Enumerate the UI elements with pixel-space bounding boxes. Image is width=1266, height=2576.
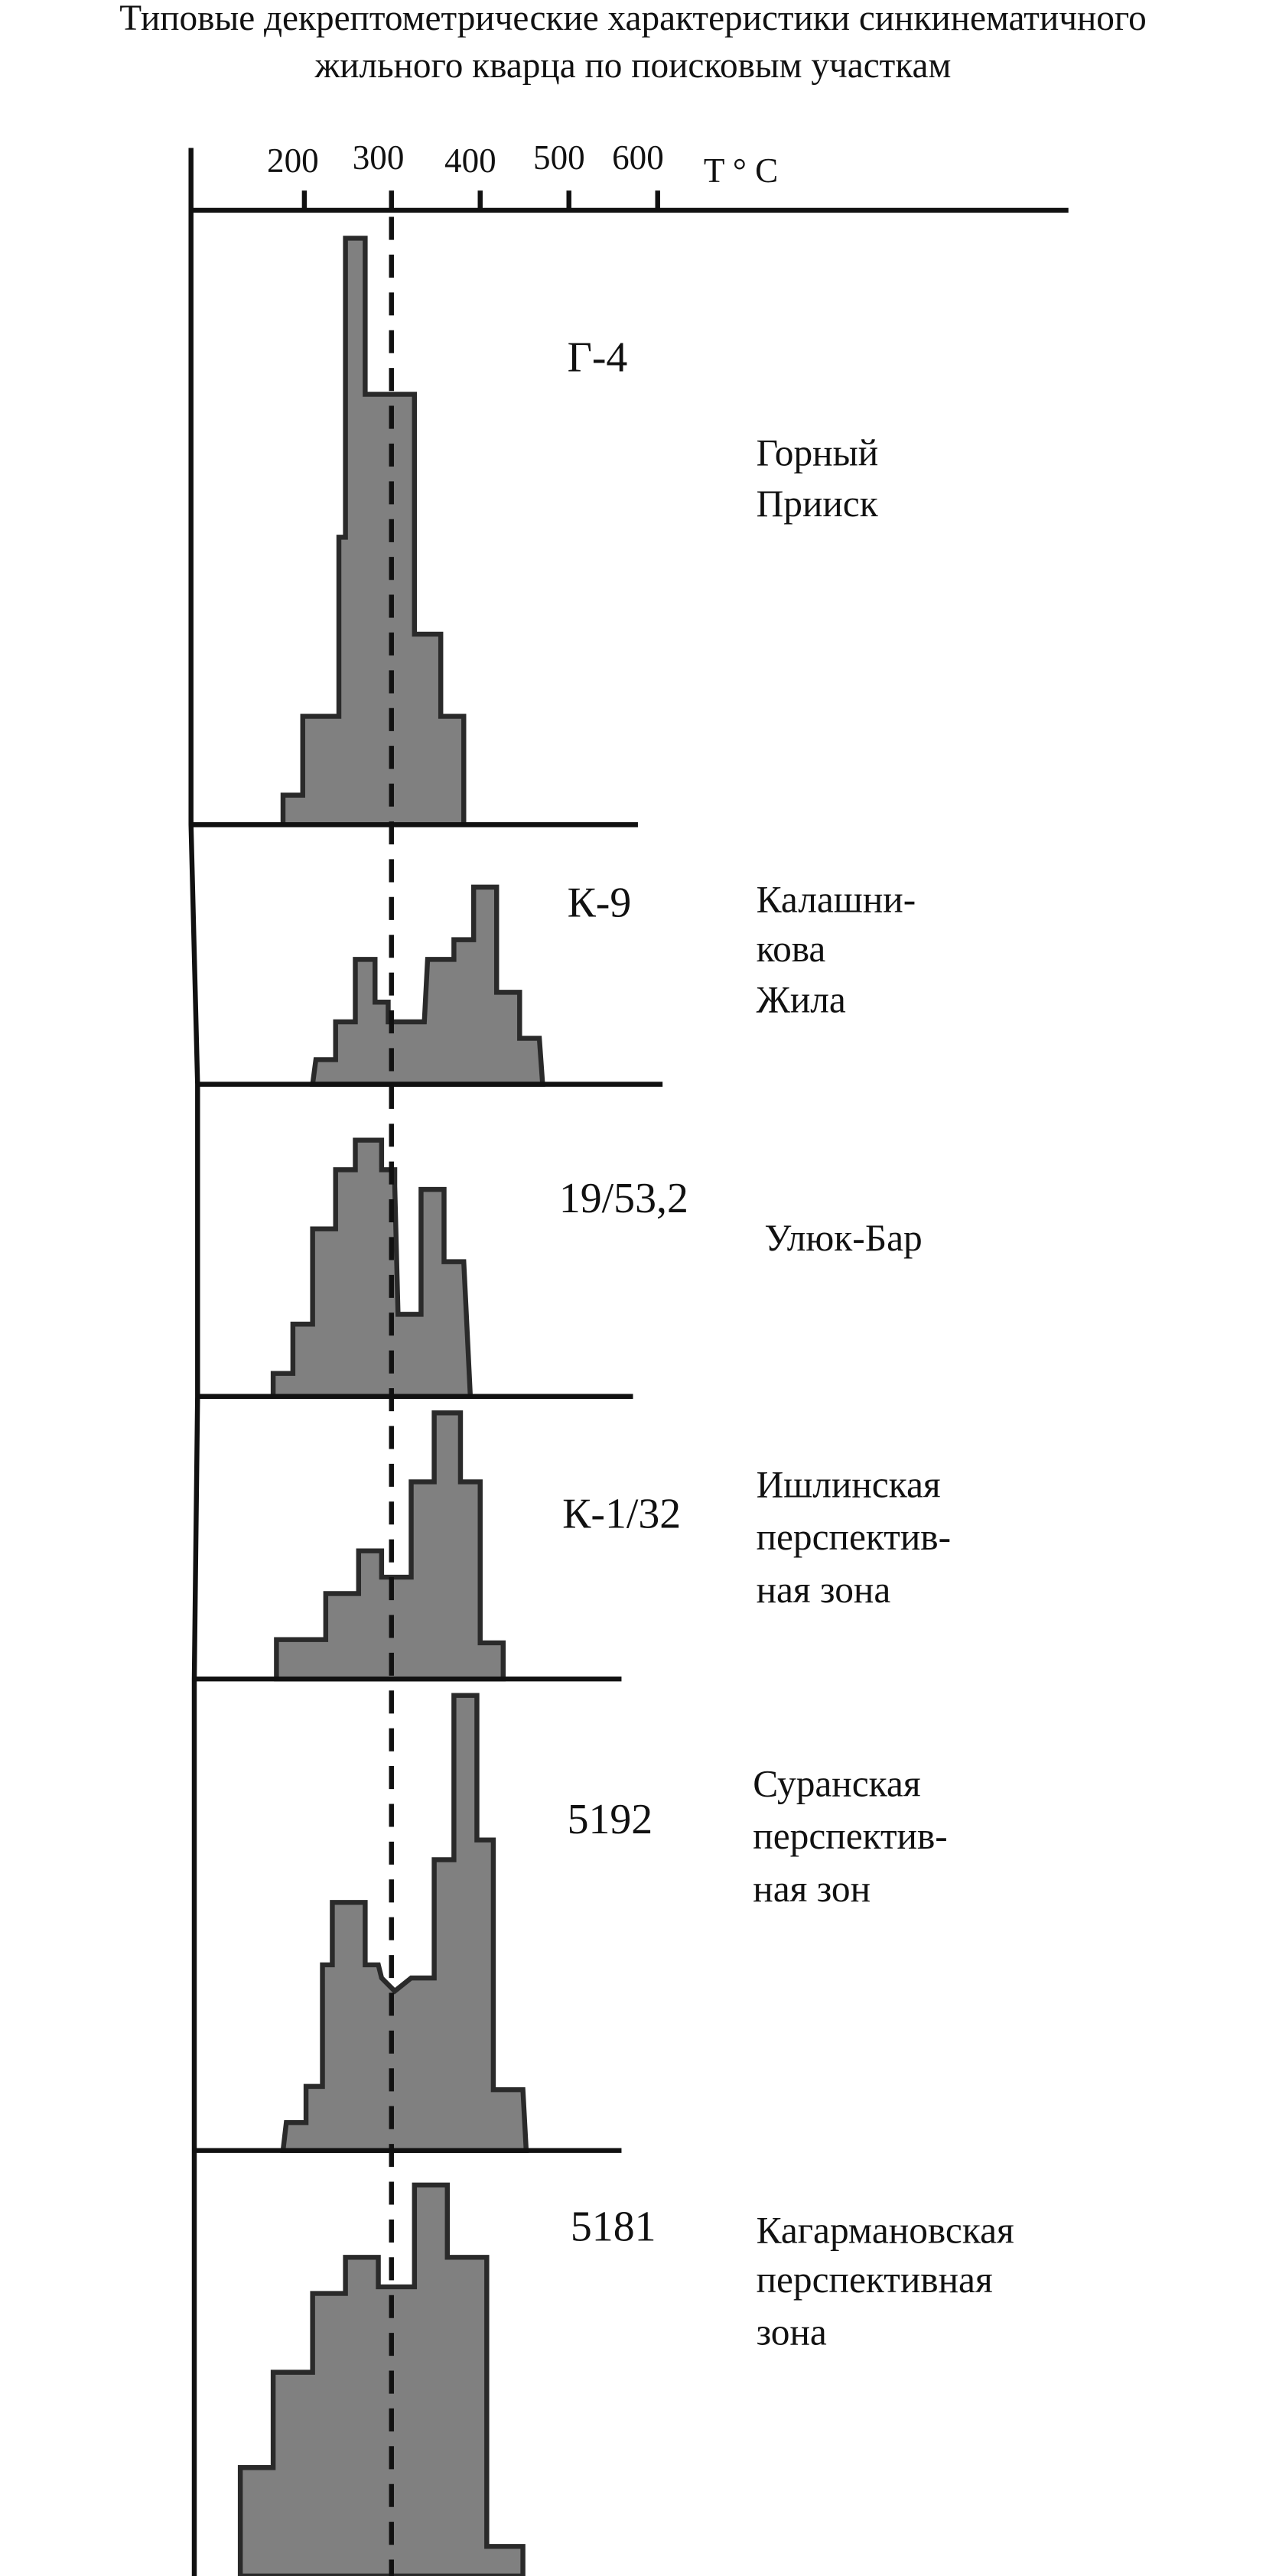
- tick-label: 600: [612, 138, 664, 177]
- place-label: перспектив-: [757, 1516, 951, 1558]
- place-label: перспектив-: [753, 1815, 947, 1857]
- place-label: зона: [757, 2311, 827, 2353]
- place-label: Жила: [757, 979, 846, 1021]
- place-label: ная зон: [753, 1868, 871, 1910]
- place-label: перспективная: [757, 2259, 993, 2301]
- place-label: Улюк-Бар: [764, 1217, 922, 1259]
- histogram: [309, 884, 545, 1087]
- place-label: Ишлинская: [757, 1463, 941, 1505]
- place-label: ная зона: [757, 1569, 891, 1611]
- histogram: [274, 1410, 506, 1682]
- sample-label: 5181: [571, 2204, 656, 2251]
- sample-label: К-9: [568, 879, 632, 926]
- title-line: Типовые декрептометрические характеристи…: [119, 0, 1146, 38]
- axis-unit: T ° C: [704, 151, 778, 190]
- histogram: [280, 1693, 529, 2153]
- place-label: Горный: [757, 431, 879, 473]
- place-label: Кагармановская: [757, 2210, 1014, 2252]
- histogram: [270, 1137, 474, 1399]
- sample-label: 19/53,2: [559, 1175, 688, 1222]
- tick-label: 200: [267, 141, 319, 180]
- title-line: жильного кварца по поисковым участкам: [314, 46, 952, 86]
- place-label: кова: [757, 928, 826, 970]
- tick-label: 300: [353, 138, 405, 177]
- axes: [188, 148, 1069, 2576]
- tick-label: 500: [533, 138, 585, 177]
- histogram: [280, 236, 467, 828]
- place-label: Калашни-: [757, 879, 916, 921]
- histograms: [237, 236, 545, 2576]
- place-label: Прииск: [757, 483, 879, 525]
- sample-label: К-1/32: [562, 1491, 681, 1538]
- sample-label: 5192: [568, 1796, 653, 1843]
- tick-label: 400: [444, 141, 496, 180]
- histogram: [237, 2182, 526, 2576]
- place-label: Суранская: [753, 1762, 920, 1804]
- sample-label: Г-4: [568, 333, 628, 381]
